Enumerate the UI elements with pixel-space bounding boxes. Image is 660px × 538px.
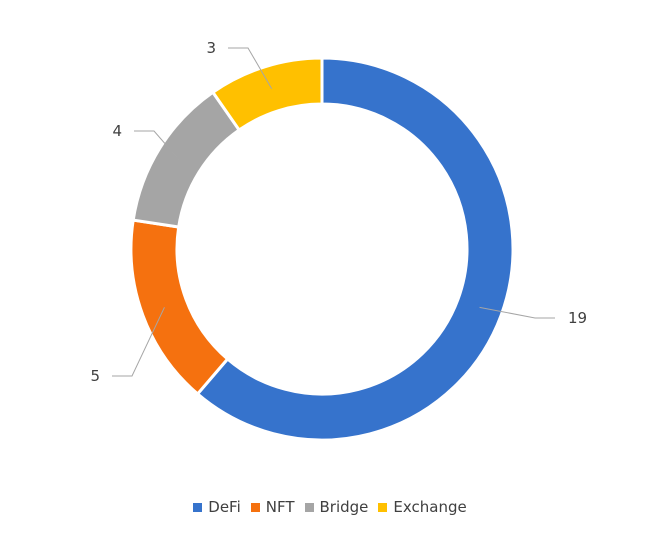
data-label-defi: 19 xyxy=(568,309,587,327)
leader-line-nft xyxy=(112,307,165,377)
legend-label-defi: DeFi xyxy=(208,498,241,516)
leader-line-defi xyxy=(479,306,555,319)
legend-swatch-exchange xyxy=(378,502,388,512)
slice-defi xyxy=(195,56,515,442)
leader-line-bridge xyxy=(134,130,180,161)
data-label-nft: 5 xyxy=(90,367,100,385)
slice-bridge xyxy=(131,90,242,229)
legend-item-exchange: Exchange xyxy=(378,498,467,516)
legend-item-defi: DeFi xyxy=(193,498,241,516)
legend-swatch-nft xyxy=(250,502,260,512)
slice-nft xyxy=(129,218,230,397)
legend-swatch-defi xyxy=(193,502,203,512)
legend-label-bridge: Bridge xyxy=(319,498,369,516)
legend-item-nft: NFT xyxy=(250,498,295,516)
legend-swatch-bridge xyxy=(304,502,314,512)
data-label-exchange: 3 xyxy=(206,39,216,57)
legend-item-bridge: Bridge xyxy=(304,498,369,516)
leader-line-exchange xyxy=(228,47,273,89)
legend-label-exchange: Exchange xyxy=(393,498,467,516)
slice-exchange xyxy=(210,56,324,133)
legend: DeFi NFT Bridge Exchange xyxy=(0,498,660,516)
legend-label-nft: NFT xyxy=(265,498,295,516)
data-label-bridge: 4 xyxy=(112,122,122,140)
